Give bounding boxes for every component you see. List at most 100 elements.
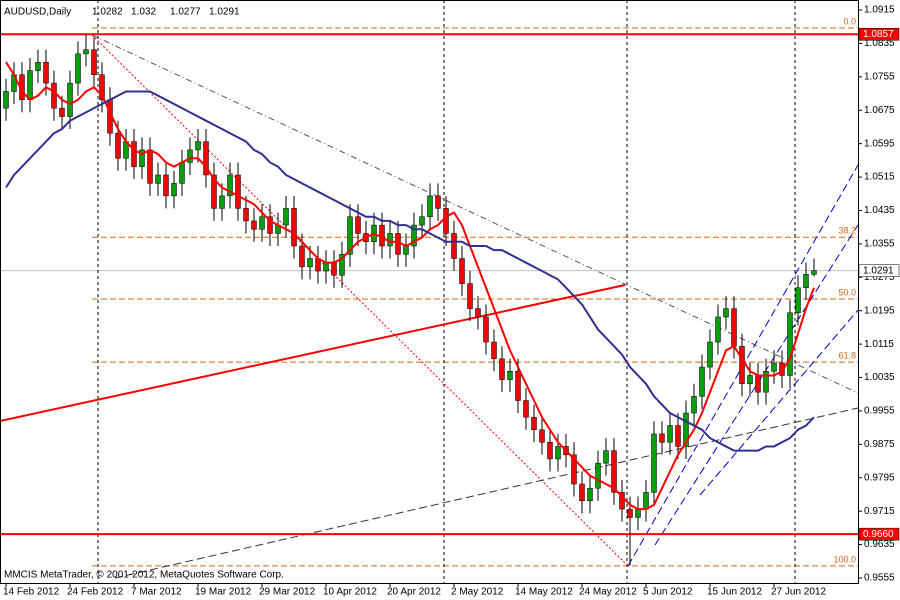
candle-body [659,433,665,443]
x-tick-label: 20 Apr 2012 [387,587,441,598]
candle-body [323,262,329,272]
candle-body [99,74,105,101]
x-tick-label: 29 Mar 2012 [259,587,316,598]
y-tick-label: 1.0915 [864,5,895,16]
footer: MMCIS MetaTrader, © 2001-2012, MetaQuote… [4,570,284,581]
candle-body [379,224,385,247]
candle-body [675,425,681,447]
y-tick-label: 1.0195 [864,305,895,316]
candle-body [179,162,185,184]
candle-body [283,208,289,226]
candle-body [699,366,705,397]
candle-body [515,371,521,401]
y-tick-label: 1.0515 [864,172,895,183]
candle-body [259,216,265,230]
candle-body [419,216,425,226]
candle-body [211,174,217,209]
candle-body [755,375,761,393]
y-tick-label: 1.0435 [864,205,895,216]
candle-body [291,208,297,247]
candle-body [619,492,625,510]
y-tick-label: 1.0115 [864,339,894,350]
hline-label: 0.9660 [863,529,894,540]
candle-body [267,216,273,234]
candle-body [403,245,409,255]
x-tick-label: 24 May 2012 [579,587,637,598]
y-tick-label: 1.0675 [864,105,895,116]
x-tick-label: 24 Feb 2012 [67,587,124,598]
candle-body [59,107,65,117]
candle-body [331,262,337,276]
y-tick-label: 0.9795 [864,472,895,483]
y-tick-label: 1.0755 [864,71,895,82]
candle-body [731,308,737,347]
candle-body [51,82,57,109]
candle-body [483,316,489,343]
candle-body [251,220,257,230]
candle-body [155,174,161,184]
candle-body [611,450,617,493]
candle-body [811,270,817,275]
candle-body [467,283,473,309]
candle-body [771,362,777,372]
fib-label: 61.8 [838,350,856,360]
candle-body [643,492,649,510]
bid-box [858,264,900,277]
candle-body [475,308,481,318]
candle-body [715,316,721,343]
symbol: AUDUSD,Daily [4,7,71,18]
x-tick-label: 14 Feb 2012 [3,587,60,598]
y-tick-label: 1.0035 [864,372,895,383]
candle-body [227,174,233,197]
trend-line [114,407,859,579]
candle-body [219,195,225,209]
candle-body [243,208,249,222]
trend-line [0,284,626,422]
x-tick-label: 5 Jun 2012 [643,587,693,598]
candle-body [603,450,609,464]
x-tick-label: 10 Apr 2012 [323,587,377,598]
y-tick-label: 0.9955 [864,406,895,417]
candle-body [739,345,745,385]
candle-body [131,141,137,167]
candle-body [139,149,145,167]
candle-body [91,49,97,76]
candle-body [147,149,153,184]
candle-body [795,287,801,314]
candle-body [723,308,729,318]
candle-body [587,487,593,501]
fib-label: 50.0 [838,287,856,297]
candle-body [651,433,657,493]
candle-body [347,216,353,255]
candle-body [83,49,89,55]
last-high: 1.032 [131,7,156,18]
candle-body [635,508,641,518]
y-tick-label: 1.0275 [864,272,895,283]
hline-label: 1.0857 [863,29,894,40]
candle-body [443,208,449,234]
candle-body [355,216,361,234]
trend-line [91,34,859,394]
x-tick-label: 14 May 2012 [515,587,573,598]
candle-body [667,425,673,443]
x-tick-label: 7 Mar 2012 [131,587,182,598]
fib-label: 0.0 [843,16,856,26]
candle-body [27,70,33,101]
candle-body [531,416,537,430]
channel-line [699,309,859,496]
y-tick-label: 1.0595 [864,138,895,149]
candle-body [787,312,793,376]
moving-average [5,90,815,452]
y-tick-label: 0.9555 [864,573,895,584]
candle-body [523,400,529,418]
drawn-objects [0,0,859,583]
fib-trend-line [91,34,629,567]
candle-body [555,446,561,460]
plot-frame [0,0,859,584]
last-open: 1.0282 [92,7,123,18]
candle-body [67,82,73,117]
candle-body [459,258,465,284]
candle-body [707,341,713,368]
candle-body [763,371,769,393]
